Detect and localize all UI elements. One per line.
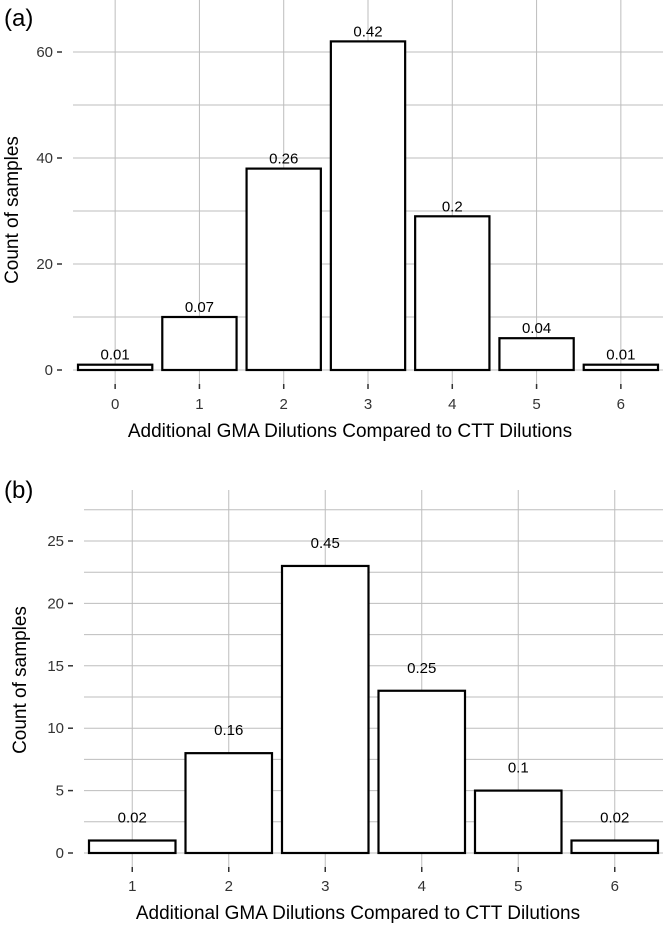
panel-b-y-tick-0: 0: [56, 845, 64, 862]
panel-b-label: (b): [4, 477, 33, 504]
panel-b-y-tick-20: 20: [47, 595, 64, 612]
panel-a-y-tick-40: 40: [36, 150, 53, 167]
panel-b-y-axis-title: Count of samples: [10, 606, 31, 754]
panel-a-y-axis-title: Count of samples: [2, 136, 23, 284]
panel-b-y-tick-10: 10: [47, 720, 64, 737]
panel-b-bar-3: [280, 564, 370, 855]
panel-a-label: (a): [4, 5, 33, 32]
panel-a-bar-label-3: 0.42: [353, 23, 382, 40]
panel-b-y-tick-25: 25: [47, 533, 64, 550]
panel-b-bar-label-2: 0.16: [214, 722, 243, 739]
panel-a-y-ticks: 0 20 40 60: [36, 44, 62, 379]
panel-b-bar-5: [473, 789, 563, 855]
panel-b-x-axis-title: Additional GMA Dilutions Compared to CTT…: [136, 903, 580, 924]
panel-a-bar-label-0: 0.01: [101, 347, 130, 364]
panel-b-bar-label-1: 0.02: [118, 810, 147, 827]
panel-b-bar-label-3: 0.45: [311, 535, 340, 552]
panel-a-x-axis-title: Additional GMA Dilutions Compared to CTT…: [128, 421, 572, 442]
panel-a-bar-0: [76, 363, 154, 372]
panel-b-bar-1: [87, 839, 177, 855]
panel-b-x-tick-3: 3: [321, 878, 329, 895]
panel-b-bar-label-6: 0.02: [600, 810, 629, 827]
panel-a: (a) 0.010.070.260.420.20.040.01 0204060 …: [2, 0, 663, 442]
panel-a-x-tick-0: 0: [111, 396, 119, 413]
panel-a-x-ticks: 0 1 2 3 4 5 6: [111, 384, 625, 413]
panel-b-x-tick-5: 5: [514, 878, 522, 895]
panel-a-bar-label-1: 0.07: [185, 299, 214, 316]
panel-a-y-tick-0: 0: [45, 362, 53, 379]
panel-b-y-tick-15: 15: [47, 658, 64, 675]
panel-a-bar-label-5: 0.04: [522, 320, 551, 337]
panel-b-bar-6: [570, 839, 660, 855]
panel-a-x-tick-5: 5: [532, 396, 540, 413]
panel-a-x-tick-6: 6: [617, 396, 625, 413]
panel-b-grid: [84, 490, 663, 868]
panel-a-bar-2: [245, 167, 322, 372]
panel-b-bar-label-4: 0.25: [407, 660, 436, 677]
panel-a-bar-label-4: 0.2: [442, 198, 463, 215]
panel-a-bar-6: [582, 363, 660, 372]
panel-b-bar-4: [377, 689, 467, 855]
panel-a-x-tick-3: 3: [364, 396, 372, 413]
panel-b-bar-label-5: 0.1: [508, 760, 529, 777]
panel-a-x-tick-4: 4: [448, 396, 456, 413]
panel-b-x-ticks: 1 2 3 4 5 6: [128, 867, 619, 895]
panel-a-bar-1: [161, 315, 238, 372]
panel-a-y-tick-60: 60: [36, 44, 53, 61]
panel-a-bar-label-2: 0.26: [269, 151, 298, 168]
panel-a-bar-4: [414, 215, 491, 372]
panel-a-x-tick-1: 1: [195, 396, 203, 413]
panel-b-x-tick-6: 6: [611, 878, 619, 895]
panel-b-bar-2: [184, 752, 274, 855]
panel-b-x-tick-1: 1: [128, 878, 136, 895]
panel-b-y-tick-5: 5: [56, 783, 64, 800]
panel-b-x-tick-2: 2: [225, 878, 233, 895]
panel-b-x-tick-4: 4: [418, 878, 426, 895]
panel-a-bar-5: [498, 337, 575, 372]
panel-a-bars: 0.01 0.07 0.26 0.42 0.2 0.04 0.01: [76, 23, 660, 372]
panel-a-bar-label-6: 0.01: [606, 347, 635, 364]
panel-a-x-tick-2: 2: [280, 396, 288, 413]
panel-b-y-ticks: 0 5 10 15 20 25: [47, 533, 73, 862]
panel-b-bars: 0.02 0.16 0.45 0.25 0.1 0.02: [87, 535, 660, 855]
panel-a-bar-3: [329, 40, 407, 372]
panel-a-y-tick-20: 20: [36, 256, 53, 273]
